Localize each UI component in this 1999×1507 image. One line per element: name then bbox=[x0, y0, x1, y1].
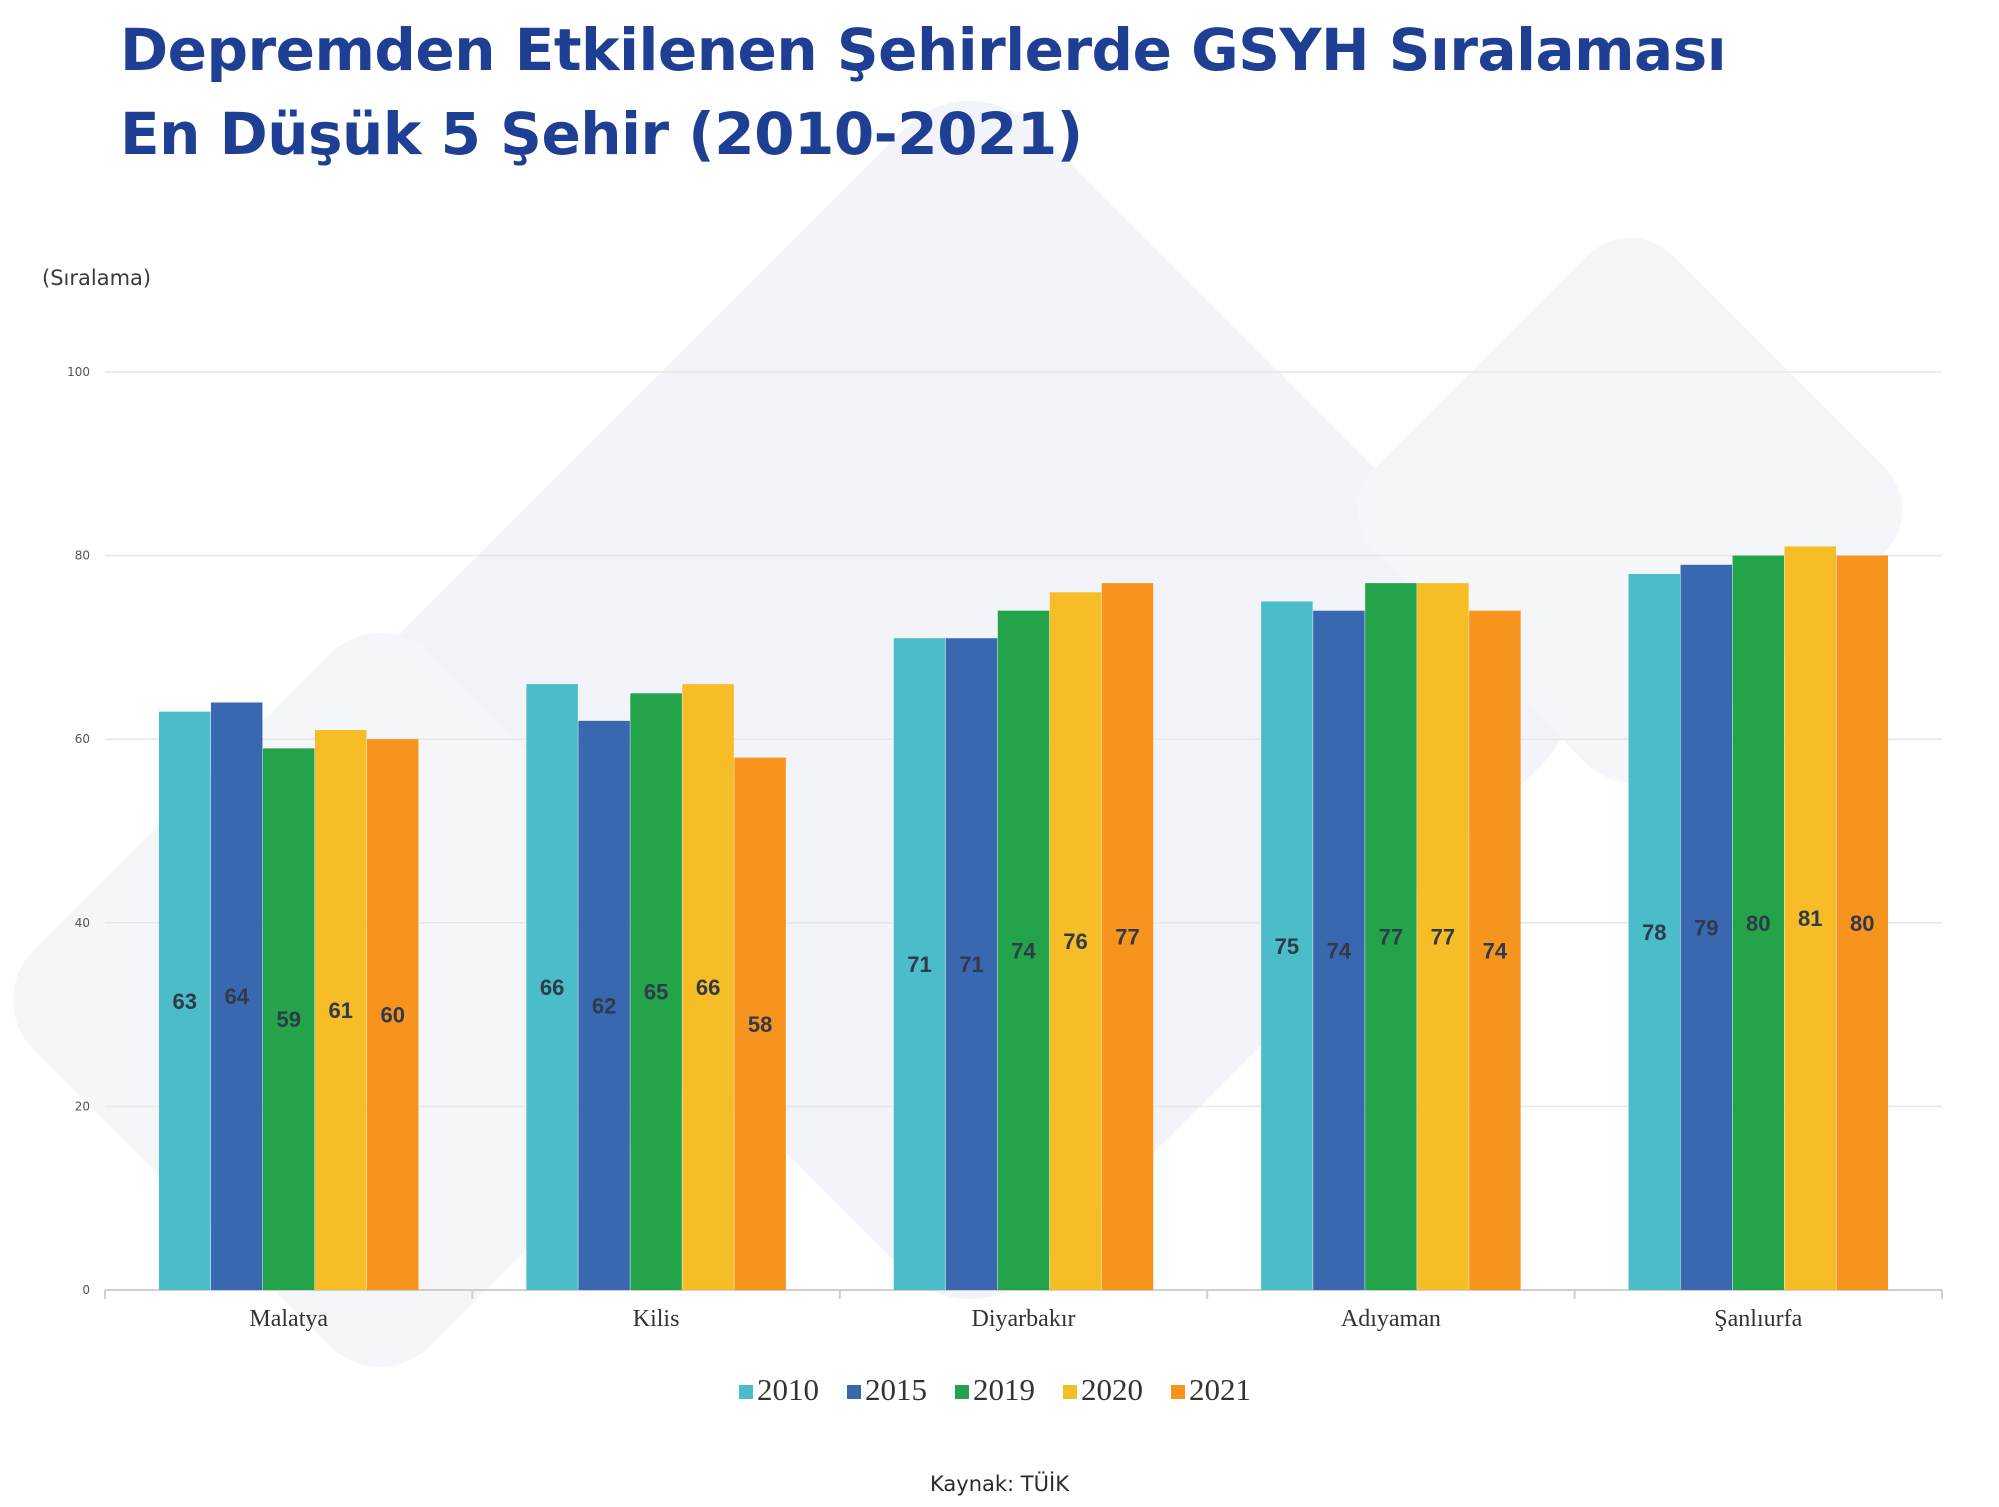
bar bbox=[1049, 592, 1102, 1290]
y-tick-label: 80 bbox=[75, 549, 90, 563]
y-tick-label: 60 bbox=[75, 732, 90, 746]
data-label: 74 bbox=[1483, 938, 1508, 963]
legend-swatch bbox=[739, 1385, 753, 1399]
data-label: 81 bbox=[1798, 906, 1822, 931]
data-label: 74 bbox=[1011, 938, 1036, 963]
bar bbox=[526, 684, 578, 1290]
legend-entry: 2019 bbox=[973, 1372, 1035, 1407]
bar bbox=[314, 730, 367, 1290]
legend-swatch bbox=[1063, 1385, 1077, 1399]
title-line-1: Depremden Etkilenen Şehirlerde GSYH Sıra… bbox=[120, 16, 1727, 84]
data-label: 64 bbox=[224, 984, 249, 1009]
legend-swatch bbox=[847, 1385, 861, 1399]
x-tick-label: Diyarbakır bbox=[972, 1306, 1076, 1332]
data-label: 62 bbox=[592, 993, 616, 1018]
data-label: 58 bbox=[748, 1012, 772, 1037]
bar bbox=[1417, 583, 1469, 1290]
legend-entry: 2010 bbox=[757, 1372, 819, 1407]
bar bbox=[734, 757, 786, 1290]
bar bbox=[262, 748, 315, 1290]
bar bbox=[1628, 573, 1681, 1290]
legend-entry: 2015 bbox=[865, 1372, 927, 1407]
x-tick-label: Adıyaman bbox=[1341, 1306, 1441, 1332]
bar bbox=[210, 702, 263, 1290]
x-tick-label: Malatya bbox=[249, 1306, 328, 1332]
data-label: 79 bbox=[1694, 915, 1718, 940]
data-label: 80 bbox=[1746, 911, 1770, 936]
data-label: 59 bbox=[276, 1007, 300, 1032]
data-label: 74 bbox=[1327, 938, 1352, 963]
bar bbox=[630, 693, 682, 1290]
bar bbox=[578, 720, 630, 1290]
bar bbox=[1313, 610, 1365, 1290]
bar bbox=[1680, 564, 1733, 1290]
bar bbox=[1784, 546, 1837, 1290]
x-tick-label: Kilis bbox=[633, 1306, 680, 1332]
bar bbox=[945, 638, 998, 1290]
data-label: 63 bbox=[172, 989, 196, 1014]
data-label: 71 bbox=[959, 952, 983, 977]
bar bbox=[893, 638, 946, 1290]
bar bbox=[1836, 555, 1889, 1290]
data-label: 61 bbox=[328, 998, 352, 1023]
data-label: 77 bbox=[1115, 925, 1139, 950]
bar bbox=[1101, 583, 1154, 1290]
x-tick-label: Şanlıurfa bbox=[1714, 1306, 1802, 1332]
bar bbox=[682, 684, 734, 1290]
source-note: Kaynak: TÜİK bbox=[930, 1472, 1069, 1496]
data-label: 71 bbox=[907, 952, 931, 977]
y-tick-label: 0 bbox=[82, 1283, 90, 1297]
data-label: 76 bbox=[1063, 929, 1087, 954]
data-label: 75 bbox=[1275, 934, 1299, 959]
data-label: 66 bbox=[696, 975, 720, 1000]
y-tick-label: 20 bbox=[75, 1099, 90, 1113]
legend-swatch bbox=[1171, 1385, 1185, 1399]
data-label: 77 bbox=[1431, 925, 1455, 950]
bar bbox=[1261, 601, 1313, 1290]
bar bbox=[366, 739, 419, 1290]
page-title: Depremden Etkilenen Şehirlerde GSYH Sıra… bbox=[120, 8, 1727, 176]
data-label: 66 bbox=[540, 975, 564, 1000]
bar bbox=[1469, 610, 1521, 1290]
title-line-2: En Düşük 5 Şehir (2010-2021) bbox=[120, 100, 1083, 168]
y-tick-label: 40 bbox=[75, 916, 90, 930]
y-tick-label: 100 bbox=[67, 365, 90, 379]
data-label: 60 bbox=[380, 1003, 404, 1028]
data-label: 65 bbox=[644, 980, 668, 1005]
data-label: 78 bbox=[1642, 920, 1666, 945]
data-label: 80 bbox=[1850, 911, 1874, 936]
legend-swatch bbox=[955, 1385, 969, 1399]
data-label: 77 bbox=[1379, 925, 1403, 950]
bar bbox=[1732, 555, 1785, 1290]
bar bbox=[1365, 583, 1417, 1290]
y-axis-unit-label: (Sıralama) bbox=[42, 266, 152, 290]
legend-entry: 2020 bbox=[1081, 1372, 1143, 1407]
bar bbox=[997, 610, 1050, 1290]
bar bbox=[158, 711, 211, 1290]
legend-entry: 2021 bbox=[1189, 1372, 1251, 1407]
